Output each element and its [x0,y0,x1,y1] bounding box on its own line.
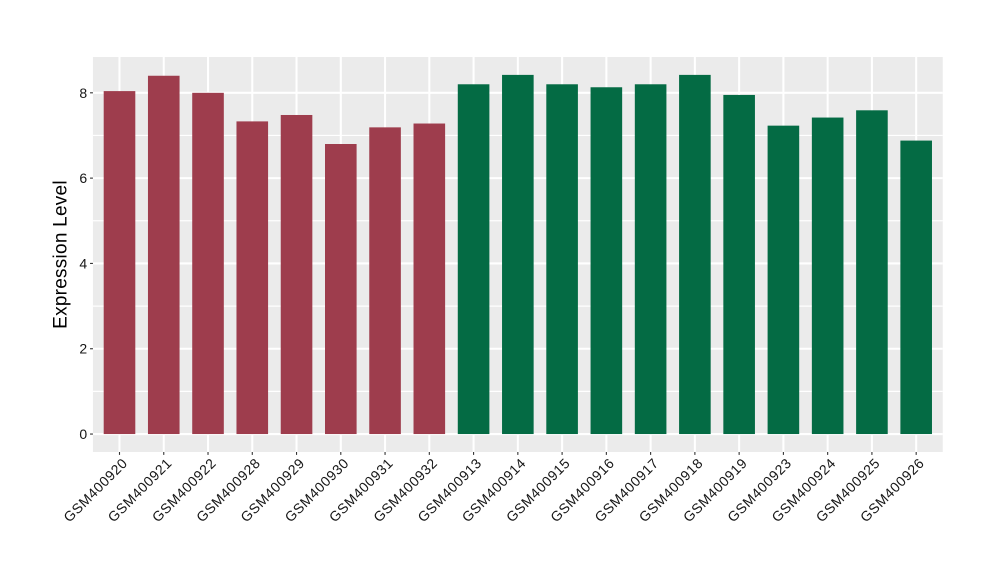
svg-text:6: 6 [79,170,87,186]
svg-text:0: 0 [79,426,87,442]
svg-text:4: 4 [79,255,87,271]
svg-text:8: 8 [79,85,87,101]
svg-text:Expression Level: Expression Level [51,180,72,329]
svg-text:2: 2 [79,341,87,357]
